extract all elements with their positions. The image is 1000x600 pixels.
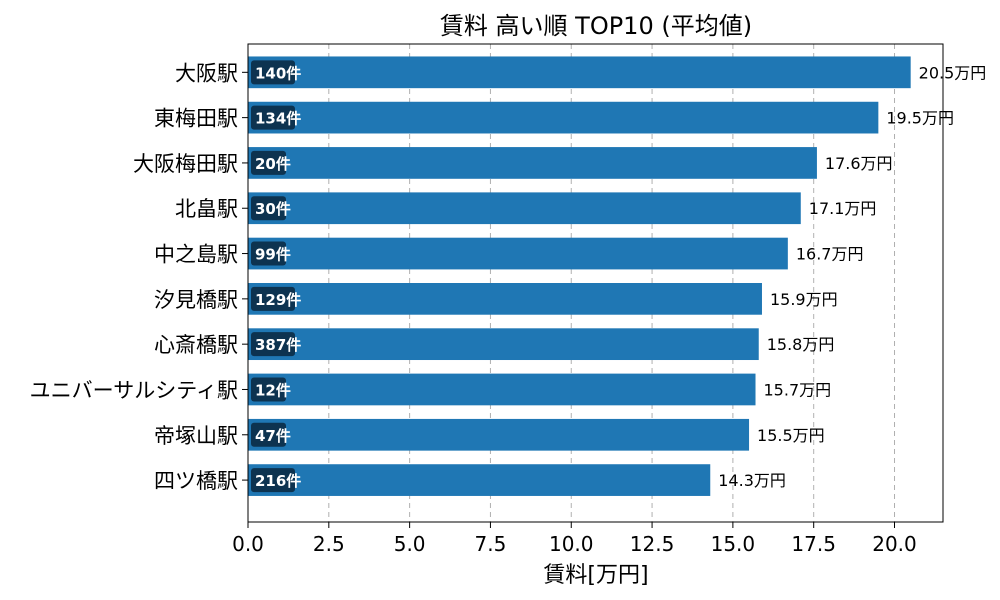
value-label: 14.3万円 bbox=[718, 471, 786, 490]
bar bbox=[248, 56, 911, 89]
x-tick-label: 10.0 bbox=[549, 532, 594, 556]
value-label: 16.7万円 bbox=[796, 245, 864, 264]
value-label: 17.6万円 bbox=[825, 154, 893, 173]
bar bbox=[248, 147, 817, 179]
count-label: 30件 bbox=[255, 200, 291, 218]
x-tick-label: 7.5 bbox=[475, 532, 507, 556]
count-badge bbox=[251, 241, 286, 266]
bar bbox=[248, 373, 756, 406]
x-tick-label: 12.5 bbox=[630, 532, 675, 556]
y-tick-label: 北畠駅 bbox=[175, 197, 238, 221]
value-label: 15.7万円 bbox=[764, 380, 832, 399]
y-tick-label: 四ツ橋駅 bbox=[154, 469, 238, 493]
count-label: 129件 bbox=[255, 291, 301, 309]
count-badge bbox=[251, 422, 286, 447]
value-label: 19.5万円 bbox=[886, 109, 954, 128]
bar bbox=[248, 464, 711, 496]
x-axis-label: 賃料[万円] bbox=[543, 563, 648, 588]
count-badge bbox=[251, 105, 295, 130]
x-tick-label: 2.5 bbox=[313, 532, 345, 556]
value-label: 20.5万円 bbox=[919, 63, 987, 82]
bar bbox=[248, 237, 788, 270]
count-label: 12件 bbox=[255, 381, 291, 399]
x-tick-label: 20.0 bbox=[872, 532, 917, 556]
bar bbox=[248, 101, 879, 134]
y-tick-label: ユニバーサルシティ駅 bbox=[30, 378, 238, 402]
x-tick-label: 5.0 bbox=[394, 532, 426, 556]
bar bbox=[248, 192, 801, 225]
y-tick-label: 大阪駅 bbox=[175, 61, 238, 85]
count-badge bbox=[251, 150, 286, 175]
count-label: 387件 bbox=[255, 336, 301, 354]
value-label: 15.5万円 bbox=[757, 426, 825, 445]
value-label: 17.1万円 bbox=[809, 199, 877, 218]
count-label: 216件 bbox=[255, 472, 301, 490]
x-tick-label: 0.0 bbox=[232, 532, 264, 556]
count-badge bbox=[251, 286, 295, 311]
y-tick-label: 心斎橋駅 bbox=[154, 333, 238, 357]
count-badge bbox=[251, 196, 286, 221]
count-label: 134件 bbox=[255, 110, 301, 128]
y-tick-label: 汐見橋駅 bbox=[154, 288, 238, 312]
count-label: 20件 bbox=[255, 155, 291, 173]
y-tick-label: 帝塚山駅 bbox=[154, 424, 238, 448]
y-tick-label: 東梅田駅 bbox=[154, 107, 238, 131]
x-tick-label: 17.5 bbox=[791, 532, 836, 556]
y-tick-label: 中之島駅 bbox=[154, 243, 238, 267]
plot-frame bbox=[247, 43, 944, 523]
bar bbox=[248, 283, 762, 315]
x-tick-label: 15.0 bbox=[711, 532, 756, 556]
count-label: 99件 bbox=[255, 246, 291, 264]
chart-title: 賃料 高い順 TOP10 (平均値) bbox=[440, 12, 752, 40]
count-badge bbox=[251, 332, 295, 357]
count-badge bbox=[251, 60, 295, 85]
bar bbox=[248, 418, 750, 451]
value-label: 15.9万円 bbox=[770, 290, 838, 309]
axes: 0.0 2.5 5.0 7.5 10.0 12.5 15.0 17.5 20.0 大阪駅東梅田駅大… bbox=[30, 43, 944, 556]
bars: 20.5万円 140件 19.5万円 134件 17.6万円 20件 17.1万円 30件 16… bbox=[248, 56, 987, 496]
count-badge bbox=[251, 377, 286, 402]
count-label: 47件 bbox=[255, 427, 291, 445]
value-label: 15.8万円 bbox=[767, 335, 835, 354]
count-badge bbox=[251, 468, 295, 493]
bar bbox=[248, 328, 759, 361]
y-tick-label: 大阪梅田駅 bbox=[133, 152, 238, 176]
count-label: 140件 bbox=[255, 64, 301, 82]
